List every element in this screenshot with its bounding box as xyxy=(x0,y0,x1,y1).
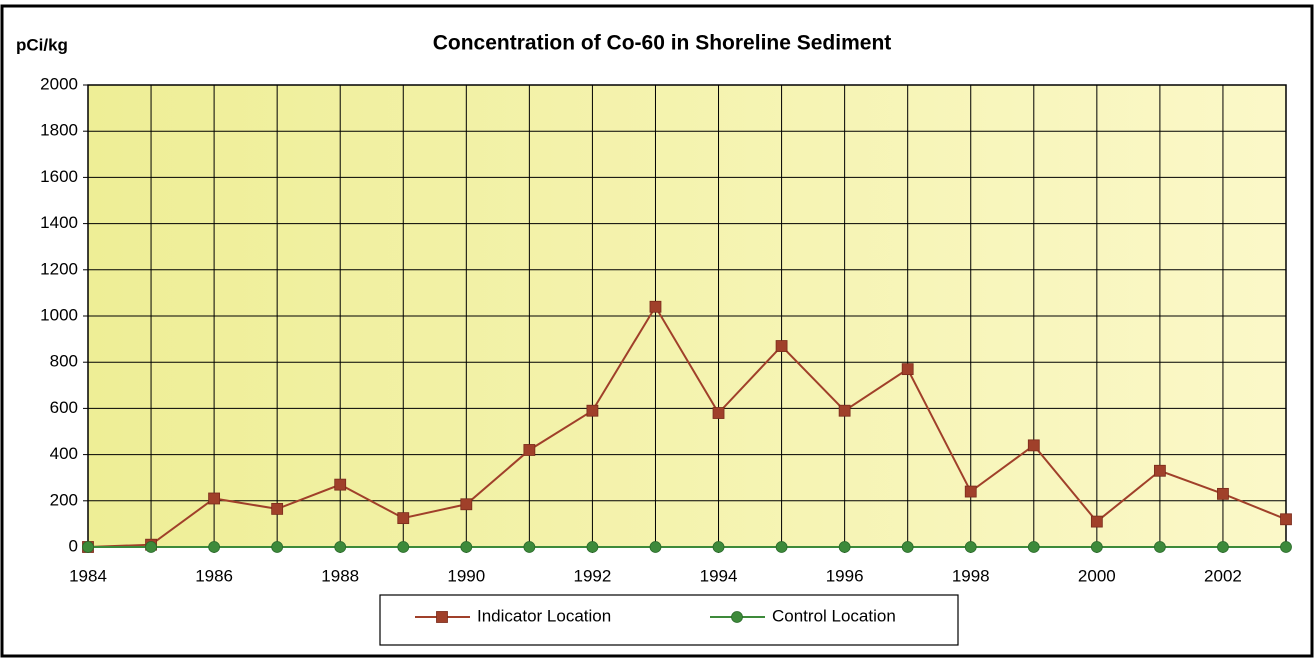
x-tick-label: 1994 xyxy=(700,566,738,585)
y-tick-label: 200 xyxy=(50,490,78,509)
data-point xyxy=(1217,541,1229,553)
data-point xyxy=(460,541,473,553)
x-tick-label: 1998 xyxy=(952,566,990,585)
y-tick-label: 1600 xyxy=(40,167,78,186)
data-point xyxy=(523,444,536,456)
x-tick-label: 1986 xyxy=(195,566,233,585)
data-point xyxy=(586,404,599,417)
data-point xyxy=(145,541,157,553)
y-tick-label: 600 xyxy=(50,398,78,417)
data-point xyxy=(460,498,473,511)
y-axis-label: pCi/kg xyxy=(16,35,68,54)
data-point xyxy=(586,541,599,553)
data-point xyxy=(271,502,284,515)
legend-label: Control Location xyxy=(772,606,896,625)
legend xyxy=(379,594,959,646)
y-tick-label: 1200 xyxy=(40,259,78,278)
data-point xyxy=(649,300,662,313)
data-point xyxy=(334,541,347,553)
y-tick-label: 1800 xyxy=(40,121,78,140)
legend-label: Indicator Location xyxy=(477,606,611,625)
chart-title: Concentration of Co-60 in Shoreline Sedi… xyxy=(433,32,892,55)
x-tick-label: 1992 xyxy=(574,566,612,585)
data-point xyxy=(334,478,347,491)
data-point xyxy=(397,512,410,525)
data-point xyxy=(1027,439,1040,452)
y-tick-label: 2000 xyxy=(40,74,78,93)
data-point xyxy=(775,541,788,553)
data-point xyxy=(901,363,914,376)
y-tick-label: 1000 xyxy=(40,305,78,324)
data-point xyxy=(208,541,221,553)
data-point xyxy=(82,541,94,553)
data-point xyxy=(271,541,284,553)
data-point xyxy=(1217,487,1229,500)
y-tick-label: 1400 xyxy=(40,213,78,232)
data-point xyxy=(775,340,788,352)
series-line xyxy=(87,304,1287,548)
y-tick-label: 800 xyxy=(50,352,78,371)
data-point xyxy=(1153,464,1166,477)
data-point xyxy=(1027,541,1040,553)
x-tick-label: 1990 xyxy=(447,566,485,585)
y-tick-label: 400 xyxy=(50,444,78,463)
data-point xyxy=(397,541,410,553)
data-point xyxy=(649,541,662,553)
y-tick-label: 0 xyxy=(69,536,78,555)
x-tick-label: 2000 xyxy=(1078,566,1116,585)
x-tick-label: 1996 xyxy=(826,566,864,585)
data-point xyxy=(964,485,977,498)
data-point xyxy=(964,541,977,553)
data-point xyxy=(1280,541,1292,553)
x-tick-label: 1984 xyxy=(69,566,107,585)
x-tick-label: 2002 xyxy=(1204,566,1242,585)
data-point xyxy=(523,541,536,553)
data-point xyxy=(1280,513,1292,526)
data-point xyxy=(838,541,851,553)
data-point xyxy=(1090,515,1103,528)
legend-marker xyxy=(436,611,448,623)
data-point xyxy=(1153,541,1166,553)
data-point xyxy=(1090,541,1103,553)
data-point xyxy=(901,541,914,553)
data-point xyxy=(712,407,725,419)
x-tick-label: 1988 xyxy=(321,566,359,585)
data-point xyxy=(838,404,851,417)
legend-marker xyxy=(731,611,743,623)
data-point xyxy=(712,541,725,553)
data-point xyxy=(208,492,221,505)
